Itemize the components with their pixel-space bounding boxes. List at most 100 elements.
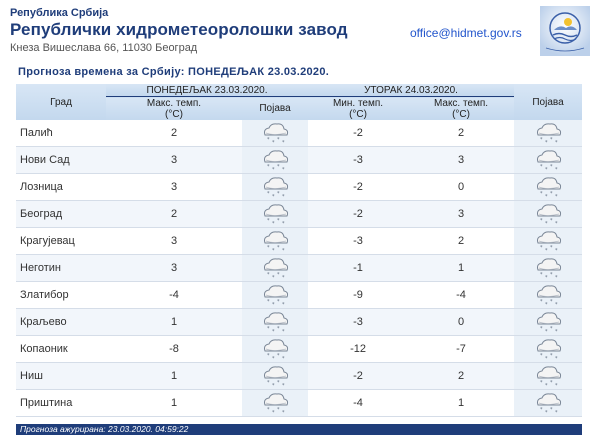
day1-phenomenon: * * * * [242, 281, 309, 309]
svg-text:*: * [272, 140, 275, 146]
cloud-snow-icon: * * * * [264, 312, 289, 335]
cloud-snow-icon: * * * * [264, 285, 289, 308]
day2-min-temp: -12 [308, 335, 409, 363]
day2-phenomenon: * * * * [514, 335, 583, 363]
table-row: Лозница 3 * * * * -2 0 * * * * [16, 173, 583, 201]
cloud-snow-icon: * * * * [537, 339, 562, 362]
svg-text:*: * [272, 356, 275, 362]
day2-min-temp: -9 [308, 281, 409, 309]
svg-text:*: * [272, 248, 275, 254]
day2-phenomenon: * * * * [514, 389, 583, 417]
day1-max-temp: 2 [106, 120, 242, 147]
day2-max-temp: 0 [408, 173, 515, 201]
svg-text:*: * [267, 191, 270, 197]
cloud-snow-icon: * * * * [264, 231, 289, 254]
svg-text:*: * [277, 218, 280, 224]
svg-text:*: * [277, 299, 280, 305]
svg-text:*: * [545, 275, 548, 281]
day2-max-temp: 3 [408, 200, 515, 228]
svg-text:*: * [540, 407, 543, 413]
svg-text:*: * [282, 356, 285, 362]
svg-text:*: * [267, 326, 270, 332]
city-name: Палић [16, 120, 106, 147]
svg-text:*: * [267, 407, 270, 413]
forecast-table: Град ПОНЕДЕЉАК 23.03.2020. УТОРАК 24.03.… [16, 84, 583, 417]
city-name: Београд [16, 200, 106, 228]
day2-max-temp: 1 [408, 254, 515, 282]
svg-text:*: * [272, 167, 275, 173]
svg-text:*: * [550, 299, 553, 305]
svg-text:*: * [272, 329, 275, 335]
city-name: Неготин [16, 254, 106, 282]
svg-text:*: * [545, 410, 548, 416]
day2-max-temp: 2 [408, 227, 515, 255]
day1-max-header: Макс. темп. (°C) [106, 96, 242, 120]
day2-max-temp: 2 [408, 120, 515, 147]
svg-text:*: * [282, 410, 285, 416]
svg-text:*: * [267, 137, 270, 143]
svg-text:*: * [277, 137, 280, 143]
day2-max-header: Макс. темп. (°C) [408, 96, 515, 120]
svg-text:*: * [282, 221, 285, 227]
day2-min-temp: -2 [308, 173, 409, 201]
day1-max-temp: 3 [106, 146, 242, 174]
svg-text:*: * [540, 245, 543, 251]
svg-text:*: * [550, 164, 553, 170]
svg-text:*: * [545, 329, 548, 335]
day1-phenomenon: * * * * [242, 308, 309, 336]
forecast-updated: Прогноза ажурирана: 23.03.2020. 04:59:22 [16, 424, 582, 435]
day1-phenomenon: * * * * [242, 173, 309, 201]
svg-text:*: * [272, 221, 275, 227]
cloud-snow-icon: * * * * [264, 204, 289, 227]
day1-max-temp: -8 [106, 335, 242, 363]
svg-text:*: * [277, 245, 280, 251]
svg-text:*: * [540, 353, 543, 359]
day2-min-temp: -3 [308, 227, 409, 255]
day1-max-temp: -4 [106, 281, 242, 309]
day1-max-temp: 3 [106, 254, 242, 282]
day2-min-temp: -2 [308, 362, 409, 390]
day2-phenomenon: * * * * [514, 200, 583, 228]
svg-text:*: * [540, 218, 543, 224]
svg-text:*: * [540, 380, 543, 386]
day2-phenomenon: * * * * [514, 120, 583, 147]
svg-text:*: * [545, 356, 548, 362]
day2-min-temp: -2 [308, 120, 409, 147]
svg-text:*: * [550, 353, 553, 359]
svg-text:*: * [540, 137, 543, 143]
svg-text:*: * [282, 167, 285, 173]
cloud-snow-icon: * * * * [264, 258, 289, 281]
day2-min-temp: -4 [308, 389, 409, 417]
day1-phenomenon-header: Појава [242, 96, 309, 120]
svg-text:*: * [555, 329, 558, 335]
svg-text:*: * [267, 353, 270, 359]
table-row: Палић 2 * * * * -2 2 * * * * [16, 120, 583, 147]
cloud-snow-icon: * * * * [264, 366, 289, 389]
institute-title: Републички хидрометеоролошки завод [10, 20, 348, 39]
svg-text:*: * [540, 272, 543, 278]
svg-text:*: * [550, 137, 553, 143]
day2-max-temp: 1 [408, 389, 515, 417]
svg-text:*: * [545, 383, 548, 389]
day2-min-temp: -1 [308, 254, 409, 282]
svg-text:*: * [267, 380, 270, 386]
city-name: Златибор [16, 281, 106, 309]
cloud-snow-icon: * * * * [537, 150, 562, 173]
email-link[interactable]: office@hidmet.gov.rs [410, 26, 522, 40]
svg-text:*: * [277, 407, 280, 413]
cloud-snow-icon: * * * * [537, 231, 562, 254]
svg-text:*: * [545, 140, 548, 146]
day2-min-temp: -3 [308, 308, 409, 336]
day2-max-temp: 2 [408, 362, 515, 390]
day2-phenomenon: * * * * [514, 281, 583, 309]
table-row: Ниш 1 * * * * -2 2 * * * * [16, 362, 583, 390]
svg-text:*: * [277, 380, 280, 386]
svg-text:*: * [550, 218, 553, 224]
day2-phenomenon: * * * * [514, 173, 583, 201]
svg-text:*: * [550, 191, 553, 197]
cloud-snow-icon: * * * * [537, 123, 562, 146]
svg-text:*: * [555, 275, 558, 281]
day2-phenomenon: * * * * [514, 146, 583, 174]
table-row: Београд 2 * * * * -2 3 * * * * [16, 200, 583, 228]
cloud-snow-icon: * * * * [264, 339, 289, 362]
